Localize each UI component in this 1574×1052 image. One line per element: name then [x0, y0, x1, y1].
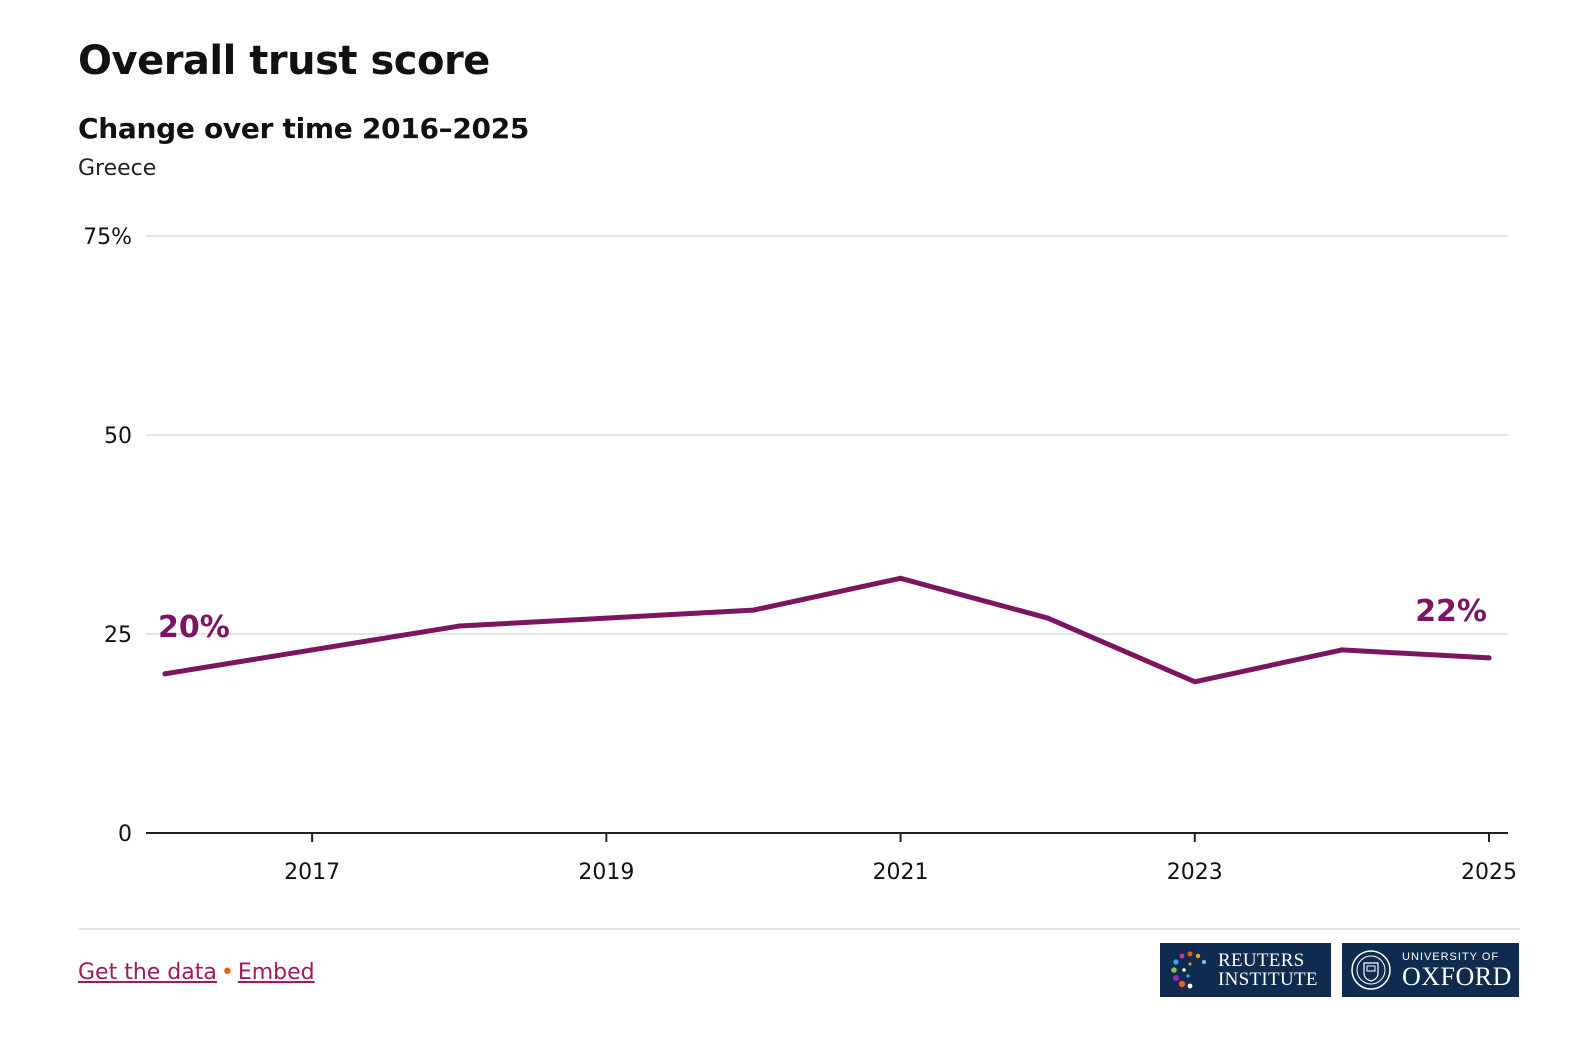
x-tick-label-2017: 2017 — [284, 860, 340, 885]
reuters-institute-logo[interactable]: REUTERS INSTITUTE — [1160, 943, 1331, 997]
oxford-line-1: UNIVERSITY OF — [1402, 950, 1500, 963]
x-tick-label-2021: 2021 — [873, 860, 929, 885]
get-the-data-link[interactable]: Get the data — [78, 960, 217, 985]
data-point-2024 — [1339, 647, 1345, 653]
x-tick-label-2019: 2019 — [578, 860, 634, 885]
series-line-greece — [162, 575, 1492, 685]
data-point-2020 — [750, 607, 756, 613]
link-separator: • — [220, 960, 234, 985]
university-of-oxford-logo[interactable]: UNIVERSITY OF OXFORD — [1342, 943, 1519, 997]
chart-subtitle: Change over time 2016–2025 — [78, 112, 530, 145]
value-label-2016: 20% — [158, 610, 230, 645]
oxford-crest-icon — [1351, 950, 1391, 990]
data-point-2022 — [1045, 615, 1051, 621]
data-point-2017 — [309, 647, 315, 653]
x-tick-label-2023: 2023 — [1167, 860, 1223, 885]
x-tick-label-2025: 2025 — [1461, 860, 1517, 885]
reuters-dots-icon — [1171, 951, 1206, 989]
data-point-2021 — [898, 575, 904, 581]
embed-link[interactable]: Embed — [237, 960, 315, 985]
y-tick-label-50: 50 — [104, 424, 132, 449]
data-point-2023 — [1192, 679, 1198, 685]
line-chart: 0 25 50 75% 2017 2019 2021 2023 2025 20% 22% — [83, 225, 1517, 885]
y-tick-label-75: 75% — [83, 225, 132, 250]
y-tick-label-0: 0 — [118, 822, 132, 847]
reuters-line-1: REUTERS — [1218, 950, 1305, 971]
oxford-line-2: OXFORD — [1402, 961, 1512, 991]
reuters-line-2: INSTITUTE — [1218, 969, 1318, 990]
data-point-2018 — [456, 623, 462, 629]
data-point-2025 — [1486, 655, 1492, 661]
footer-links: Get the data • Embed — [78, 960, 315, 985]
value-label-2025: 22% — [1415, 594, 1487, 629]
data-point-2016 — [162, 671, 168, 677]
y-tick-label-25: 25 — [104, 623, 132, 648]
chart-title: Overall trust score — [78, 38, 490, 84]
footer-divider — [78, 928, 1520, 930]
data-point-2019 — [603, 615, 609, 621]
country-label: Greece — [78, 156, 157, 181]
